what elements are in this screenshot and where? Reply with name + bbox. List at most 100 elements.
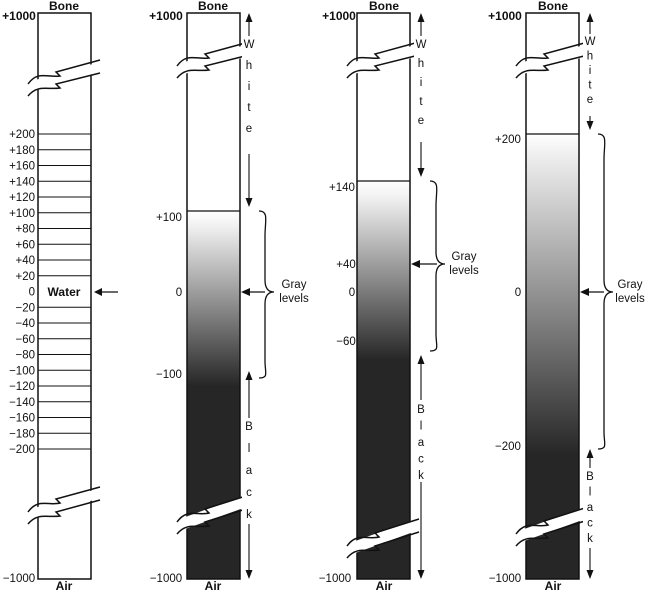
lower-limit-label: −60 <box>336 336 356 348</box>
scale-tick-label: −160 <box>9 413 35 425</box>
min-label-4: −1000 <box>489 573 521 585</box>
vertical-letter: a <box>587 502 594 514</box>
scale-tick-label: 0 <box>29 287 35 299</box>
max-label-3: +1000 <box>322 9 356 23</box>
min-label-3: −1000 <box>319 573 351 585</box>
gray-label-line1: Gray <box>282 279 307 291</box>
air-label-4: Air <box>545 579 562 590</box>
vertical-letter: a <box>246 465 253 477</box>
level-label: 0 <box>176 287 182 299</box>
vertical-letter: B <box>586 471 594 483</box>
vertical-letter: e <box>418 115 424 127</box>
scale-tick-label: +120 <box>9 192 35 204</box>
gray-label-line2: levels <box>279 293 309 305</box>
level-label: 0 <box>515 287 521 299</box>
scale-tick-label: −20 <box>15 302 35 314</box>
lower-limit-label: −100 <box>156 369 182 381</box>
scale-tick-label: −200 <box>9 444 35 456</box>
scale-tick-label: +60 <box>15 239 35 251</box>
lower-limit-label: −200 <box>495 441 521 453</box>
vertical-letter: t <box>247 102 251 114</box>
upper-limit-label: +140 <box>329 182 355 194</box>
scale-ticks: +200+180+160+140+120+100+80+60+40+200−20… <box>9 129 91 456</box>
gray-levels-brace <box>597 133 614 450</box>
gray-label-line1: Gray <box>452 251 477 263</box>
gray-label-line1: Gray <box>618 279 643 291</box>
air-label-3: Air <box>376 579 393 590</box>
min-label-2: −1000 <box>150 573 182 585</box>
top-break-mark <box>28 62 100 92</box>
vertical-letter: t <box>419 96 423 108</box>
scale-tick-label: +80 <box>15 224 35 236</box>
vertical-letter: W <box>416 39 427 51</box>
vertical-letter: l <box>248 443 251 455</box>
vertical-letter: c <box>418 454 424 466</box>
air-label-1: Air <box>56 579 73 590</box>
bar-black-region <box>187 385 240 579</box>
scale-tick-label: −80 <box>15 350 35 362</box>
bone-label-1: Bone <box>49 0 79 13</box>
gray-levels-brace <box>429 180 446 352</box>
vertical-letter: h <box>246 60 252 72</box>
zero-label: 0 <box>349 287 355 299</box>
vertical-letter: B <box>417 404 425 416</box>
gray-label-line2: levels <box>615 293 645 305</box>
scale-tick-label: −140 <box>9 397 35 409</box>
scale-tick-label: −180 <box>9 428 35 440</box>
vertical-letter: h <box>418 58 424 70</box>
level-label: +40 <box>336 259 356 271</box>
water-label-bg <box>42 284 87 299</box>
vertical-letter: W <box>244 39 255 51</box>
scale-tick-label: +100 <box>9 208 35 220</box>
scale-tick-label: +160 <box>9 161 35 173</box>
vertical-letter: k <box>587 533 593 545</box>
vertical-letter: h <box>587 51 593 63</box>
window-column-2: Bone +1000 Air −1000 +140 +40 0 −60 Whit… <box>319 0 479 590</box>
vertical-letter: W <box>585 36 596 48</box>
upper-limit-label: +200 <box>495 134 521 146</box>
max-label-1: +1000 <box>2 9 36 23</box>
vertical-letter: c <box>246 487 252 499</box>
air-label-2: Air <box>205 579 222 590</box>
scale-tick-label: +140 <box>9 176 35 188</box>
vertical-letter: B <box>245 421 253 433</box>
bone-label-3: Bone <box>369 0 399 13</box>
bone-label-4: Bone <box>538 0 568 13</box>
scale-column: +200+180+160+140+120+100+80+60+40+200−20… <box>2 0 118 590</box>
bar-gray-region <box>187 211 240 386</box>
vertical-letter: i <box>248 81 251 93</box>
min-label-1: −1000 <box>3 573 35 585</box>
bottom-break-mark <box>28 488 100 520</box>
vertical-letter: i <box>420 77 423 89</box>
max-label-2: +1000 <box>149 9 183 23</box>
scale-tick-label: −120 <box>9 381 35 393</box>
vertical-letter: l <box>420 421 423 433</box>
upper-limit-label: +100 <box>156 212 182 224</box>
vertical-letter: k <box>246 509 252 521</box>
bone-label-2: Bone <box>198 0 228 13</box>
vertical-letter: k <box>418 470 424 482</box>
scale-tick-label: −40 <box>15 318 35 330</box>
vertical-letter: i <box>589 65 592 77</box>
vertical-letter: a <box>418 437 425 449</box>
water-label: Water <box>48 285 81 299</box>
vertical-letter: t <box>588 80 592 92</box>
scale-tick-label: +20 <box>15 271 35 283</box>
gray-levels-brace <box>258 210 275 379</box>
scale-tick-label: +40 <box>15 255 35 267</box>
vertical-letter: e <box>246 123 252 135</box>
bar-white-region <box>187 13 240 211</box>
scale-tick-label: +180 <box>9 145 35 157</box>
scale-tick-label: −100 <box>9 365 35 377</box>
vertical-letter: e <box>587 94 593 106</box>
vertical-letter: l <box>589 487 592 499</box>
scale-tick-label: +200 <box>9 129 35 141</box>
